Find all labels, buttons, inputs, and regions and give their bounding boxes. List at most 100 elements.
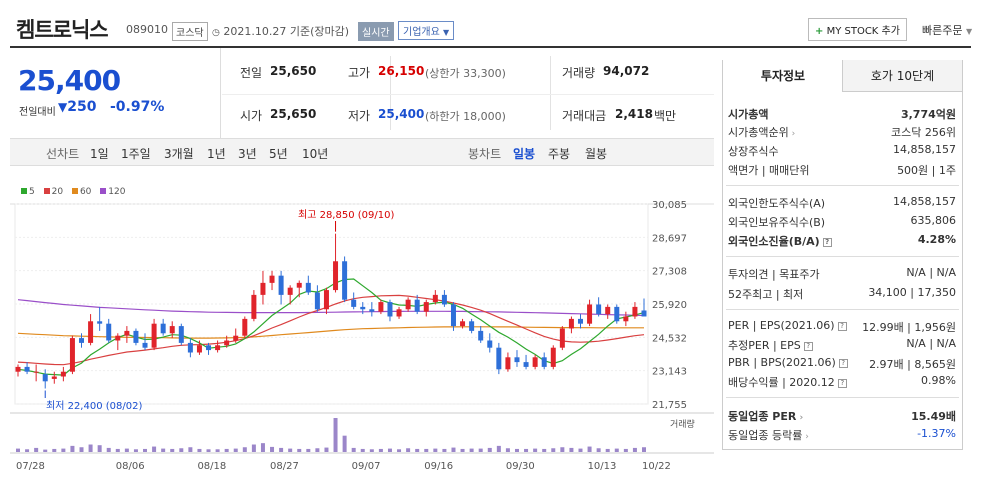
base-date-text: 2021.10.27 기준(장마감) [223,25,350,38]
ma20-line [17,294,645,366]
info-key: 상장주식수 [728,145,779,158]
volume-bar [551,448,556,452]
volume-bar [270,446,275,452]
help-icon[interactable]: ? [837,321,847,331]
x-tick-label: 10/22 [642,461,671,472]
info-key: 동일업종 PER [728,410,797,423]
high-label: 고가 [348,66,371,80]
change-label: 전일대비 [19,107,56,118]
period-1y[interactable]: 1년 [207,147,226,161]
candle-body [169,326,175,334]
low-annotation: 최저 22,400 (08/02) [46,400,142,412]
candle-daily[interactable]: 일봉 [513,147,536,161]
volume-bar [560,447,565,452]
info-value: 2.97배 | 8,565원 [869,358,956,371]
candle-body [623,316,629,322]
lower-limit: (하한가 18,000) [425,110,506,123]
help-icon[interactable]: ? [803,341,813,351]
info-value: 14,858,157 [893,143,956,156]
candle-body [532,357,538,367]
volume-bar [224,448,229,452]
y-tick-label: 23,143 [652,367,687,378]
period-3m[interactable]: 3개월 [164,147,194,161]
volume-bar [43,449,48,452]
info-key-wrap: 추정PER | EPS? [728,337,813,353]
info-row[interactable]: 외국인소진율(B/A)? 4.28% [728,233,956,251]
quote-row-divider [222,94,714,95]
info-key-wrap: 동일업종 등락률 › [728,427,809,443]
period-5y[interactable]: 5년 [269,147,288,161]
info-key-wrap: 시가총액 [728,106,768,122]
candle-monthly[interactable]: 월봉 [585,147,608,161]
info-value: 14,858,157 [893,195,956,208]
period-3y[interactable]: 3년 [238,147,257,161]
candle-body [605,306,611,315]
mystock-add-button[interactable]: + MY STOCK 추가 [808,18,907,41]
chevron-right-icon: › [796,413,804,423]
candle-body [142,342,148,348]
volume-bar [233,448,238,452]
volume-bar [260,443,265,452]
high-value: 26,150 [378,64,425,78]
quote-divider [550,56,551,130]
y-tick-label: 24,532 [652,333,687,344]
info-row: 액면가 | 매매단위 500원 | 1주 [728,162,956,180]
candle-body [24,366,30,372]
info-key: PER | EPS(2021.06) [728,319,835,332]
info-key-wrap: 동일업종 PER › [728,408,803,424]
ma20-swatch [43,188,50,194]
help-icon[interactable]: ? [822,237,832,247]
candle-body [287,287,293,295]
candle-body [587,304,593,324]
candle-body [296,282,302,288]
info-row[interactable]: 동일업종 등락률 › -1.37% [728,427,956,445]
period-1d[interactable]: 1일 [90,147,109,161]
y-tick-label: 30,085 [652,200,687,211]
candle-body [51,376,57,379]
candle-body [33,371,39,373]
candle-body [333,261,339,291]
volume-bar [16,448,20,452]
info-value: 635,806 [910,214,957,227]
plus-icon: + [815,26,824,37]
info-row[interactable]: PER | EPS(2021.06)? 12.99배 | 1,956원 [728,319,956,337]
volume-bar [578,448,583,452]
amount-label: 거래대금 [562,109,607,123]
candle-body [178,326,184,343]
ma5-swatch [21,188,27,194]
y-tick-label: 28,697 [652,233,687,244]
mystock-label: MY STOCK 추가 [826,26,900,37]
tab-orderbook[interactable]: 호가 10단계 [842,60,962,92]
info-row[interactable]: PBR | BPS(2021.06)? 2.97배 | 8,565원 [728,356,956,374]
help-icon[interactable]: ? [837,378,847,388]
price-chart[interactable]: 30,085 28,697 27,308 25,920 24,532 23,143 21,7… [0,0,720,488]
live-button[interactable]: 실시간 [358,22,394,41]
info-row[interactable]: 동일업종 PER › 15.49배 [728,408,956,426]
volume-bar [61,448,66,452]
info-row[interactable]: 배당수익률 | 2020.12? 0.98% [728,374,956,392]
candle-body [478,330,484,341]
period-1w[interactable]: 1주일 [121,147,151,161]
candle-weekly[interactable]: 주봉 [548,147,571,161]
help-icon[interactable]: ? [838,358,848,368]
period-10y[interactable]: 10년 [302,147,329,161]
volume-bar [79,447,84,452]
candle-body [196,345,202,353]
tab-invest-info[interactable]: 투자정보 [723,60,843,92]
info-row[interactable]: 추정PER | EPS? N/A | N/A [728,337,956,355]
candle-body [224,340,230,346]
current-price: 25,400 [18,64,121,97]
info-row: 52주최고 | 최저 34,100 | 17,350 [728,286,956,304]
candle-body [260,282,266,295]
ma20-label: 20 [51,187,64,197]
info-key: 외국인소진율(B/A) [728,235,820,248]
info-key-wrap: 외국인한도주식수(A) [728,195,825,211]
company-overview-dropdown[interactable]: 기업개요 ▼ [398,21,455,40]
info-value: 3,774억원 [900,108,956,121]
info-row[interactable]: 시가총액순위 › 코스닥 256위 [728,124,956,142]
candle-body [441,294,447,305]
info-separator [726,256,959,257]
quick-order-dropdown[interactable]: 빠른주문 ▼ [922,22,972,38]
volume-bar [596,448,601,452]
volume-bar [378,448,383,452]
